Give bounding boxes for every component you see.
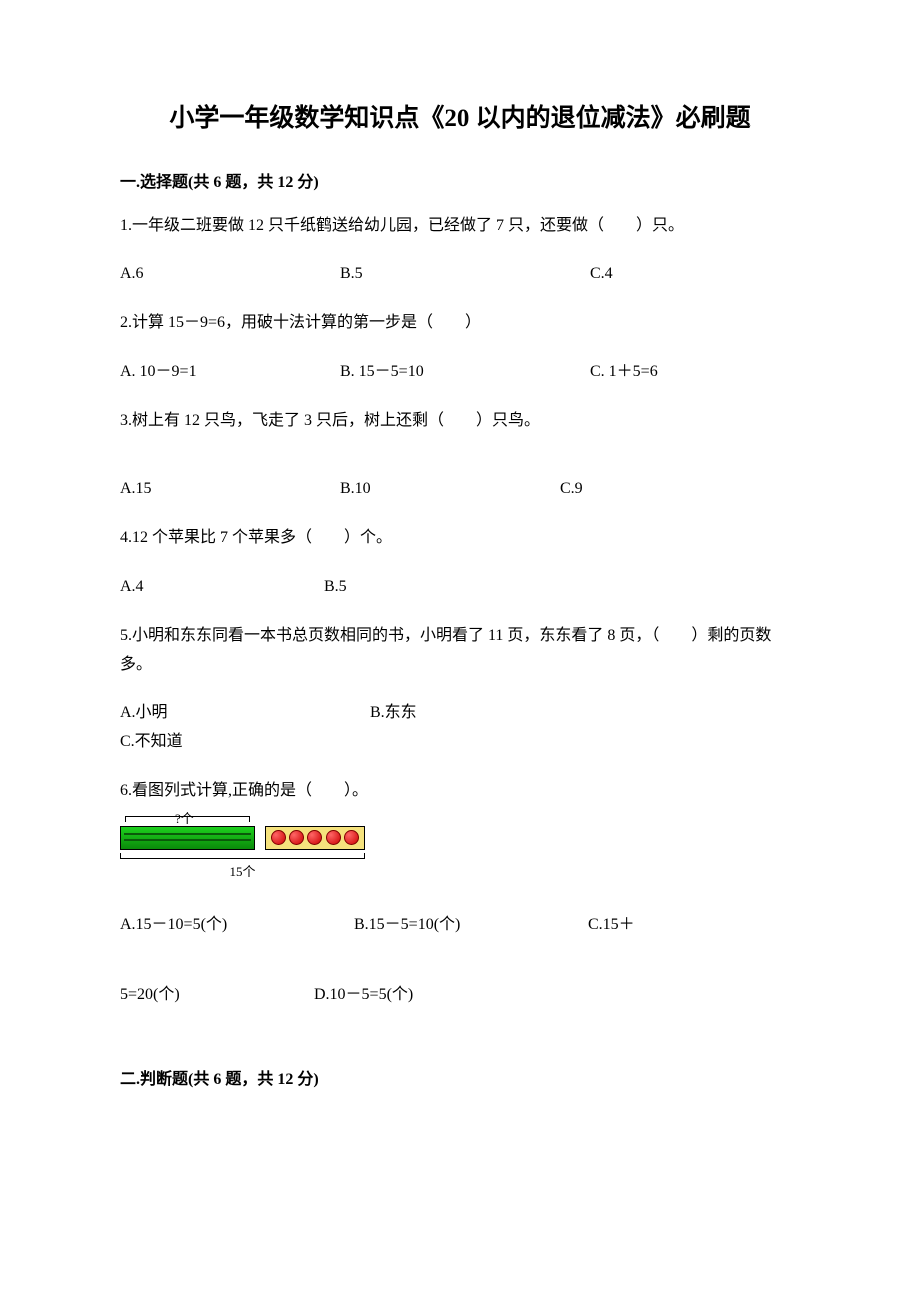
- question-4: 4.12 个苹果比 7 个苹果多（ ）个。: [120, 524, 800, 553]
- q6-option-c: C.15＋: [588, 905, 708, 945]
- ball-icon: [271, 830, 286, 845]
- q1-option-a: A.6: [120, 260, 340, 289]
- question-5: 5.小明和东东同看一本书总页数相同的书，小明看了 11 页，东东看了 8 页，（…: [120, 622, 800, 680]
- yellow-box-icon: [265, 826, 365, 850]
- question-3-options: A.15 B.10 C.9: [120, 475, 800, 504]
- q3-option-c: C.9: [560, 475, 760, 504]
- question-4-options: A.4 B.5: [120, 573, 800, 602]
- document-title: 小学一年级数学知识点《20 以内的退位减法》必刷题: [120, 100, 800, 138]
- q4-option-a: A.4: [120, 573, 320, 602]
- ball-icon: [344, 830, 359, 845]
- q2-option-a: A. 10－9=1: [120, 358, 340, 387]
- question-6-figure: ?个 15个: [120, 826, 800, 880]
- q3-option-b: B.10: [340, 475, 560, 504]
- question-3: 3.树上有 12 只鸟，飞走了 3 只后，树上还剩（ ）只鸟。: [120, 407, 800, 436]
- q1-option-b: B.5: [340, 260, 590, 289]
- q6-option-d: D.10－5=5(个): [314, 975, 413, 1015]
- question-2-options: A. 10－9=1 B. 15－5=10 C. 1＋5=6: [120, 358, 800, 387]
- q5-option-c: C.不知道: [120, 728, 320, 757]
- q4-option-b: B.5: [324, 573, 524, 602]
- section-1-header: 一.选择题(共 6 题，共 12 分): [120, 168, 800, 192]
- ball-icon: [326, 830, 341, 845]
- q1-option-c: C.4: [590, 260, 790, 289]
- question-1: 1.一年级二班要做 12 只千纸鹤送给幼儿园，已经做了 7 只，还要做（ ）只。: [120, 212, 800, 241]
- section-2-header: 二.判断题(共 6 题，共 12 分): [120, 1065, 800, 1089]
- green-box-icon: [120, 826, 255, 850]
- question-6-options: A.15－10=5(个) B.15－5=10(个) C.15＋: [120, 905, 800, 945]
- question-6-options-line2: 5=20(个) D.10－5=5(个): [120, 975, 800, 1015]
- question-2: 2.计算 15－9=6，用破十法计算的第一步是（ ）: [120, 309, 800, 338]
- q6-option-c-cont: 5=20(个): [120, 975, 310, 1015]
- question-6: 6.看图列式计算,正确的是（ ）。: [120, 777, 800, 806]
- q6-option-b: B.15－5=10(个): [354, 905, 584, 945]
- question-1-options: A.6 B.5 C.4: [120, 260, 800, 289]
- q5-option-a: A.小明: [120, 699, 370, 728]
- q6-option-a: A.15－10=5(个): [120, 905, 350, 945]
- q5-option-b: B.东东: [370, 699, 650, 728]
- ball-icon: [289, 830, 304, 845]
- q2-option-b: B. 15－5=10: [340, 358, 590, 387]
- total-label: 15个: [120, 861, 365, 880]
- bracket-bottom-icon: [120, 853, 365, 859]
- question-5-options: A.小明 B.东东 C.不知道: [120, 699, 800, 757]
- q3-option-a: A.15: [120, 475, 340, 504]
- question-mark-label: ?个: [175, 808, 194, 827]
- ball-icon: [307, 830, 322, 845]
- q2-option-c: C. 1＋5=6: [590, 358, 790, 387]
